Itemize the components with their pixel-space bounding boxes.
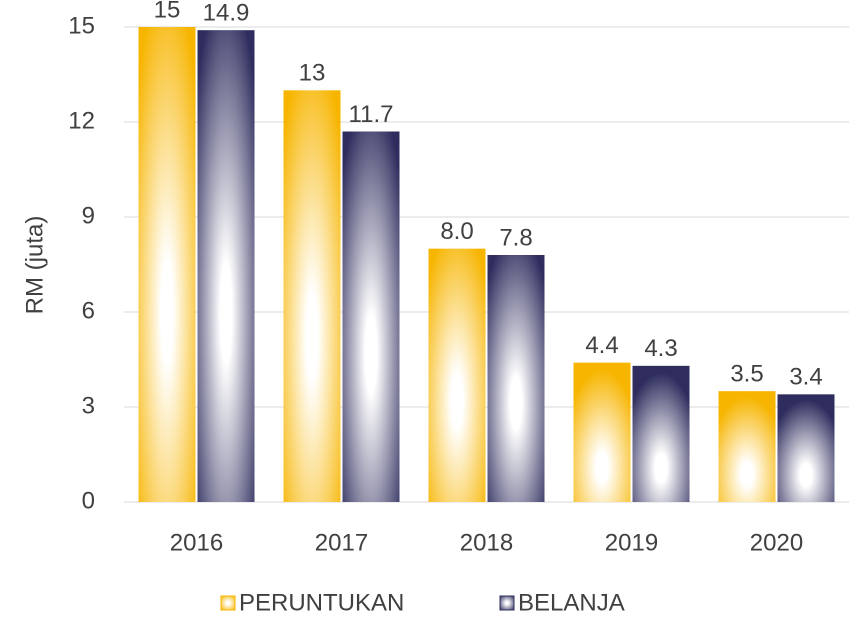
data-label: 7.8 [499,224,532,251]
data-label: 4.4 [585,332,618,359]
data-label: 3.4 [789,364,822,391]
data-label: 15 [154,0,181,23]
y-tick-label: 9 [82,202,95,229]
y-tick-label: 0 [82,487,95,514]
y-tick-label: 6 [82,297,95,324]
data-label: 3.5 [730,361,763,388]
y-tick-label: 12 [68,107,95,134]
bar [632,365,690,502]
data-label: 13 [299,60,326,87]
x-tick-label: 2019 [605,529,658,556]
bar [573,362,631,502]
data-label: 14.9 [203,0,250,27]
bar [197,30,255,503]
legend-swatch [499,595,515,611]
x-tick-label: 2018 [460,529,513,556]
legend-swatch [220,595,236,611]
bar [138,27,196,502]
bar [342,131,400,502]
y-tick-label: 3 [82,392,95,419]
bar [487,255,545,502]
bar [428,248,486,502]
bar [777,394,835,502]
legend-label: PERUNTUKAN [239,589,404,614]
data-label: 11.7 [349,101,394,128]
bar [718,391,776,502]
y-tick-label: 15 [68,12,95,39]
x-tick-label: 2020 [750,529,803,556]
data-label: 8.0 [440,218,473,245]
x-tick-label: 2017 [315,529,368,556]
x-tick-label: 2016 [170,529,223,556]
y-axis-label: RM (juta) [21,216,48,315]
bar [283,90,341,502]
legend-label: BELANJA [518,589,625,614]
data-label: 4.3 [644,335,677,362]
